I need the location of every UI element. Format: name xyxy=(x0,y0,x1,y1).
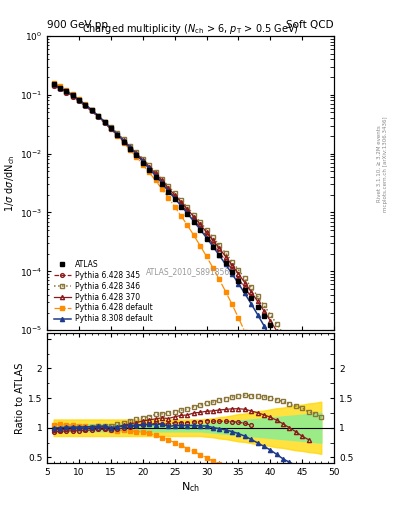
Y-axis label: 1/$\sigma$ d$\sigma$/dN$_{\mathsf{ch}}$: 1/$\sigma$ d$\sigma$/dN$_{\mathsf{ch}}$ xyxy=(3,154,17,212)
Title: Charged multiplicity ($N_{\mathsf{ch}}$ > 6, $p_{\mathsf{T}}$ > 0.5 GeV): Charged multiplicity ($N_{\mathsf{ch}}$ … xyxy=(82,22,299,36)
Text: ATLAS_2010_S8918562: ATLAS_2010_S8918562 xyxy=(146,267,235,276)
X-axis label: N$_{\mathsf{ch}}$: N$_{\mathsf{ch}}$ xyxy=(181,480,200,494)
Y-axis label: Ratio to ATLAS: Ratio to ATLAS xyxy=(15,362,25,434)
Legend: ATLAS, Pythia 6.428 345, Pythia 6.428 346, Pythia 6.428 370, Pythia 6.428 defaul: ATLAS, Pythia 6.428 345, Pythia 6.428 34… xyxy=(51,257,156,327)
Text: Rivet 3.1.10, ≥ 3.2M events: Rivet 3.1.10, ≥ 3.2M events xyxy=(377,125,382,202)
Text: Soft QCD: Soft QCD xyxy=(286,20,334,30)
Text: mcplots.cern.ch [arXiv:1306.3436]: mcplots.cern.ch [arXiv:1306.3436] xyxy=(383,116,387,211)
Text: 900 GeV pp: 900 GeV pp xyxy=(47,20,108,30)
